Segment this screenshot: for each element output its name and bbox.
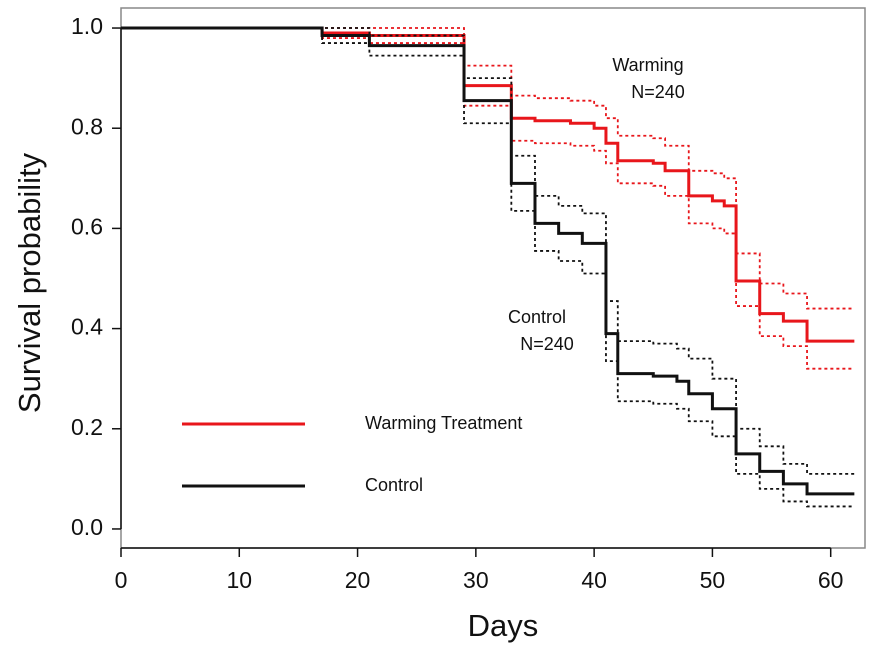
y-tick-label: 0.8 — [71, 113, 103, 139]
annotation: Control — [508, 307, 566, 327]
x-axis-label: Days — [468, 608, 539, 643]
x-tick-label: 60 — [818, 567, 844, 593]
confidence-band — [121, 27, 855, 475]
x-tick-label: 0 — [115, 567, 128, 593]
y-tick-label: 0.4 — [71, 314, 103, 340]
survival-line — [121, 26, 855, 496]
y-tick-label: 0.0 — [71, 514, 103, 540]
survival-line — [121, 26, 855, 343]
annotation: N=240 — [631, 82, 685, 102]
y-tick-label: 0.2 — [71, 414, 103, 440]
confidence-band — [121, 27, 855, 370]
confidence-band — [121, 27, 855, 508]
x-tick-label: 50 — [700, 567, 726, 593]
x-tick-label: 10 — [226, 567, 252, 593]
annotation: Warming — [612, 55, 683, 75]
x-tick-label: 30 — [463, 567, 489, 593]
annotation: N=240 — [520, 334, 574, 354]
x-tick-label: 40 — [581, 567, 607, 593]
y-tick-label: 0.6 — [71, 213, 103, 239]
x-tick-label: 20 — [345, 567, 371, 593]
y-axis-label: Survival probability — [12, 152, 47, 413]
y-tick-label: 1.0 — [71, 13, 103, 39]
confidence-band — [121, 27, 855, 310]
legend-label: Warming Treatment — [365, 413, 522, 433]
legend-label: Control — [365, 475, 423, 495]
plot-frame — [120, 7, 866, 549]
